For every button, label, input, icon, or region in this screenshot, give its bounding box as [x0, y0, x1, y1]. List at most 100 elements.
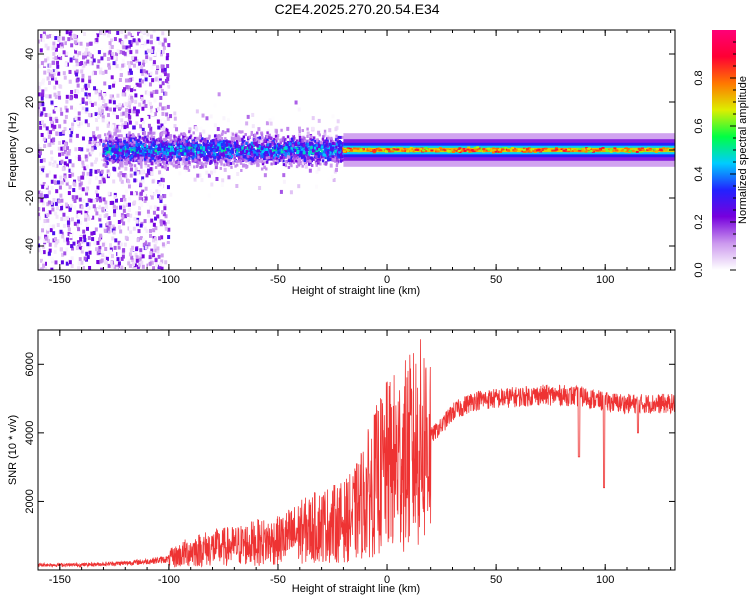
spectrogram-cell	[280, 128, 283, 132]
spectrogram-cell	[138, 135, 141, 139]
spectrogram-cell	[328, 144, 332, 148]
spectrogram-cell	[162, 212, 166, 217]
spectrogram-cell	[131, 55, 135, 60]
spectrogram-cell	[576, 147, 580, 150]
spectrogram-cell	[161, 111, 165, 116]
spectrogram-cell	[145, 173, 149, 178]
spectrogram-cell	[93, 241, 97, 246]
spectrogram-cell	[63, 178, 67, 183]
spectrogram-cell	[334, 167, 338, 172]
spectrogram-cell	[223, 167, 227, 172]
spectrogram-cell	[197, 152, 200, 156]
spectrogram-cell	[96, 193, 100, 198]
spectrogram-cell	[67, 37, 71, 42]
spectrogram-cell	[120, 256, 124, 261]
spectrogram-cell	[177, 161, 180, 165]
spectrogram-cell	[274, 137, 278, 142]
spectrogram-cell	[186, 173, 190, 178]
spectrogram-cell	[38, 190, 41, 195]
spectrogram-cell	[161, 210, 165, 215]
spectrogram-cell	[543, 150, 547, 153]
spectrogram-cell	[182, 151, 185, 155]
spectrogram-cell	[301, 159, 305, 164]
spectrogram-cell	[113, 212, 117, 217]
spectrogram-cell	[154, 258, 158, 263]
spectrogram-cell	[285, 152, 288, 156]
spectrogram-cell	[213, 159, 217, 163]
spectrogram-cell	[246, 154, 250, 158]
spectrogram-cell	[307, 151, 311, 155]
spectrogram-cell	[181, 152, 184, 156]
spectrogram-cell	[269, 136, 273, 140]
spectrogram-cell	[630, 148, 634, 151]
spectrogram-cell	[153, 205, 157, 210]
spectrogram-cell	[197, 137, 200, 141]
spectrogram-cell	[115, 64, 119, 69]
spectrogram-cell	[163, 138, 167, 142]
spectrogram-cell	[185, 137, 189, 142]
spectrogram-cell	[205, 145, 208, 149]
spectrogram-cell	[224, 131, 227, 135]
spectrogram-cell	[321, 137, 325, 141]
spectrogram-cell	[127, 184, 131, 189]
spectrogram-cell	[115, 115, 119, 120]
spectrogram-cell	[122, 111, 126, 116]
spectrogram-cell	[614, 149, 618, 152]
spectrogram-cell	[173, 134, 176, 138]
spectrogram-cell	[106, 113, 110, 118]
spectrogram-cell	[300, 148, 303, 152]
spectrogram-cell	[147, 156, 151, 160]
spectrogram-cell	[109, 200, 113, 205]
spectrogram-cell	[38, 144, 40, 149]
spectrogram-cell	[173, 141, 176, 145]
spectrogram-cell	[260, 147, 263, 151]
spectrogram-cell	[239, 146, 242, 150]
spectrogram-cell	[40, 267, 44, 270]
spectrogram-cell	[81, 246, 85, 251]
spectrogram-cell	[239, 130, 242, 134]
spectrogram-cell	[156, 94, 160, 99]
spectrogram-cell	[148, 142, 151, 146]
spectrogram-cell	[50, 142, 54, 147]
spectrogram-cell	[95, 157, 99, 162]
spectrogram-cell	[166, 185, 170, 190]
spectrogram-cell	[214, 165, 218, 170]
spectrogram-cell	[220, 153, 223, 157]
spectrogram-cell	[161, 42, 165, 47]
spectrogram-cell	[322, 139, 326, 143]
spectrogram-cell	[308, 162, 311, 166]
spectrogram-cell	[86, 42, 90, 47]
spectrogram-cell	[133, 87, 137, 92]
spectrogram-cell	[159, 222, 163, 227]
spectrogram-cell	[39, 120, 43, 125]
spectrogram-cell	[63, 251, 67, 256]
spectrogram-cell	[249, 148, 253, 152]
spectrogram-cell	[624, 147, 628, 150]
spectrogram-cell	[275, 150, 278, 154]
spectrogram-cell	[60, 159, 64, 164]
spectrogram-cell	[75, 133, 79, 138]
spectrogram-cell	[125, 160, 128, 164]
spectrogram-cell	[183, 159, 186, 163]
spectrogram-cell	[128, 160, 131, 164]
spectrogram-cell	[38, 81, 42, 86]
spectrogram-cell	[256, 138, 259, 142]
spectrogram-cell	[132, 109, 136, 114]
spectrogram-cell	[121, 63, 125, 68]
spectrogram-cell	[311, 116, 315, 121]
spectrogram-cell	[225, 143, 229, 147]
spectrogram-cell	[185, 146, 189, 150]
spectrogram-cell	[220, 162, 223, 166]
spectrogram-cell	[64, 62, 68, 67]
spectrogram-cell	[195, 140, 198, 144]
spectrogram-cell	[105, 136, 108, 140]
spectrogram-cell	[468, 148, 472, 151]
spectrogram-cell	[586, 147, 590, 150]
spectrogram-cell	[114, 238, 118, 243]
spectrogram-cell	[120, 213, 124, 218]
spectrogram-cell	[213, 149, 216, 153]
spectrogram-cell	[320, 141, 323, 145]
spectrogram-cell	[334, 159, 337, 163]
spectrogram-cell	[134, 53, 138, 58]
